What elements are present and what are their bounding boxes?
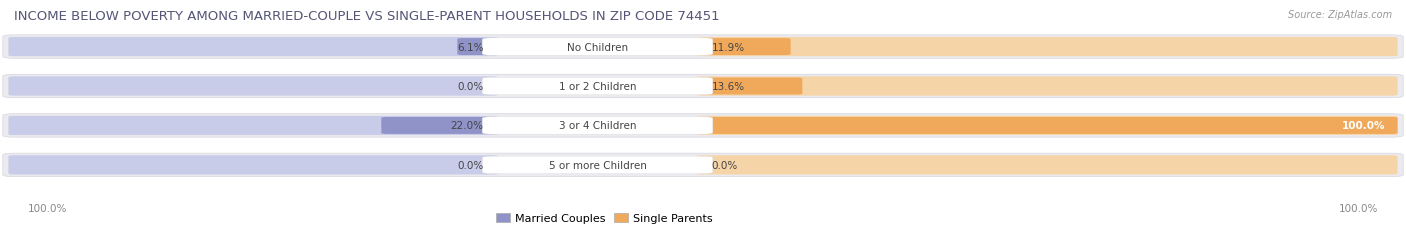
FancyBboxPatch shape <box>697 38 1398 57</box>
FancyBboxPatch shape <box>8 156 498 175</box>
Text: INCOME BELOW POVERTY AMONG MARRIED-COUPLE VS SINGLE-PARENT HOUSEHOLDS IN ZIP COD: INCOME BELOW POVERTY AMONG MARRIED-COUPL… <box>14 10 720 23</box>
Text: 22.0%: 22.0% <box>451 121 484 131</box>
FancyBboxPatch shape <box>482 117 713 135</box>
Text: 6.1%: 6.1% <box>457 42 484 52</box>
FancyBboxPatch shape <box>697 156 1398 175</box>
FancyBboxPatch shape <box>697 39 790 56</box>
FancyBboxPatch shape <box>482 39 713 56</box>
Text: No Children: No Children <box>567 42 628 52</box>
FancyBboxPatch shape <box>8 77 498 96</box>
FancyBboxPatch shape <box>3 114 1403 137</box>
Text: 5 or more Children: 5 or more Children <box>548 160 647 170</box>
FancyBboxPatch shape <box>457 39 498 56</box>
FancyBboxPatch shape <box>482 78 713 95</box>
FancyBboxPatch shape <box>697 77 1398 96</box>
FancyBboxPatch shape <box>381 117 498 134</box>
Legend: Married Couples, Single Parents: Married Couples, Single Parents <box>496 213 713 223</box>
FancyBboxPatch shape <box>697 116 1398 135</box>
FancyBboxPatch shape <box>3 36 1403 59</box>
Text: 100.0%: 100.0% <box>28 203 67 213</box>
FancyBboxPatch shape <box>8 38 498 57</box>
Text: 1 or 2 Children: 1 or 2 Children <box>558 82 637 92</box>
Text: 0.0%: 0.0% <box>711 160 738 170</box>
Text: 100.0%: 100.0% <box>1341 121 1385 131</box>
Text: Source: ZipAtlas.com: Source: ZipAtlas.com <box>1288 10 1392 20</box>
FancyBboxPatch shape <box>3 75 1403 98</box>
FancyBboxPatch shape <box>482 156 713 174</box>
Text: 0.0%: 0.0% <box>457 160 484 170</box>
Text: 11.9%: 11.9% <box>711 42 745 52</box>
Text: 0.0%: 0.0% <box>457 82 484 92</box>
Text: 3 or 4 Children: 3 or 4 Children <box>558 121 637 131</box>
Text: 13.6%: 13.6% <box>711 82 745 92</box>
FancyBboxPatch shape <box>697 117 1398 134</box>
FancyBboxPatch shape <box>8 116 498 135</box>
Text: 100.0%: 100.0% <box>1339 203 1378 213</box>
FancyBboxPatch shape <box>3 153 1403 177</box>
FancyBboxPatch shape <box>697 78 803 95</box>
